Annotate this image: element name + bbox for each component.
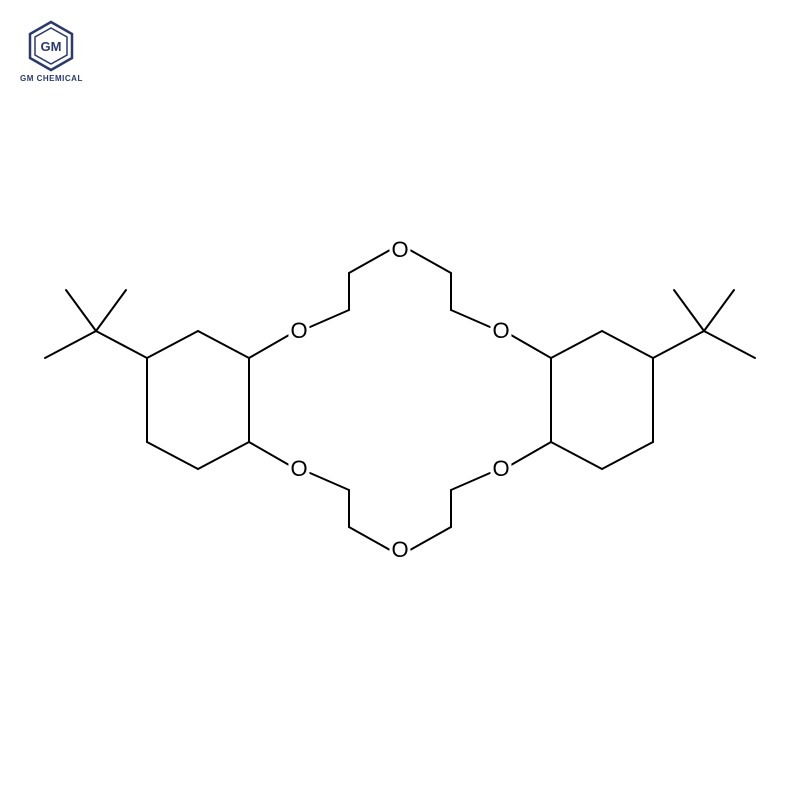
bond [410, 527, 451, 550]
brand-logo: GM GM CHEMICAL [20, 20, 83, 83]
bond [96, 290, 126, 331]
bond [310, 473, 349, 490]
atom-label-O5: O [490, 458, 511, 480]
bond [310, 310, 349, 327]
molecule-diagram [0, 0, 800, 800]
bond [147, 442, 198, 469]
bond [511, 335, 551, 358]
bond [451, 310, 490, 327]
bond [96, 331, 147, 358]
atom-label-O4: O [288, 458, 309, 480]
atom-label-O1: O [389, 239, 410, 261]
bond [511, 442, 551, 465]
brand-logo-text: GM CHEMICAL [20, 74, 83, 83]
bond [66, 290, 96, 331]
atom-label-O3: O [490, 320, 511, 342]
bond [410, 250, 451, 273]
bond [349, 250, 390, 273]
bond [602, 331, 653, 358]
bond [198, 331, 249, 358]
bond [653, 331, 704, 358]
bond [602, 442, 653, 469]
brand-logo-initials: GM [41, 39, 62, 54]
bond [451, 473, 490, 490]
bond [551, 331, 602, 358]
bond [249, 442, 289, 465]
bond [45, 331, 96, 358]
bond [147, 331, 198, 358]
bond [704, 331, 755, 358]
bond [674, 290, 704, 331]
bond [198, 442, 249, 469]
bond [249, 335, 289, 358]
brand-logo-icon: GM [25, 20, 77, 72]
atom-label-O2: O [288, 320, 309, 342]
bond [349, 527, 390, 550]
atom-label-O6: O [389, 539, 410, 561]
bond [704, 290, 734, 331]
bond [551, 442, 602, 469]
